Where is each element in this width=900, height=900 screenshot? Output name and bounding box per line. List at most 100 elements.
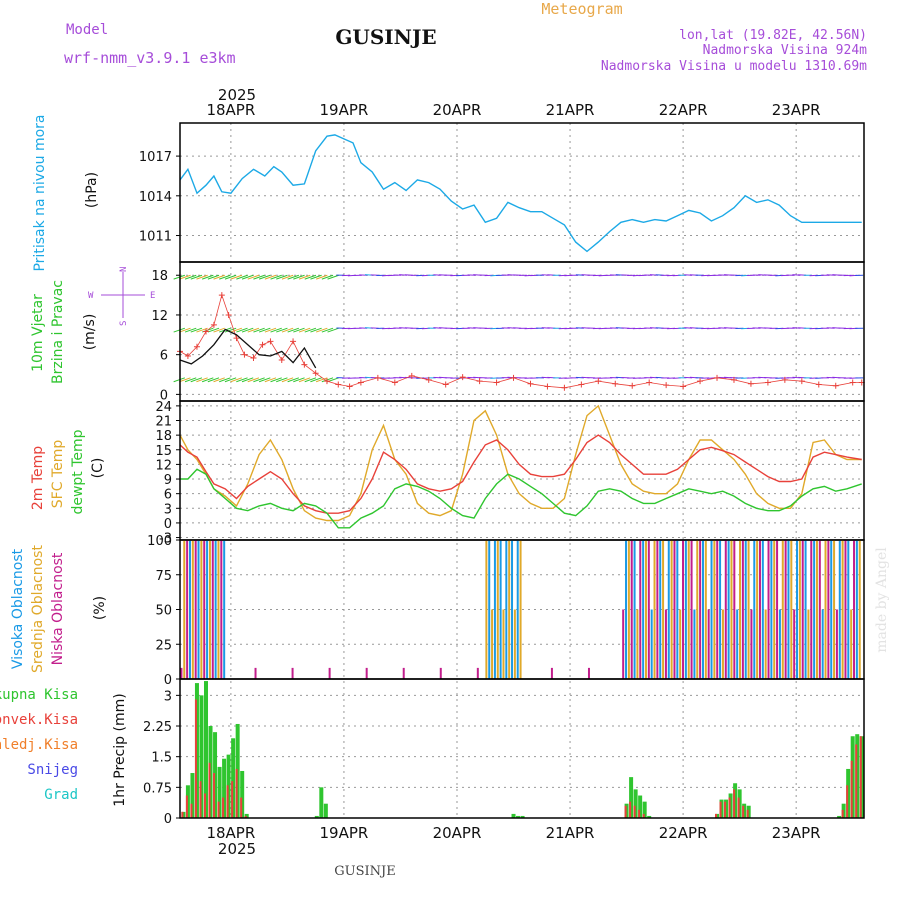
temp-tick-label: 6	[164, 488, 172, 503]
wind-barb	[253, 274, 265, 280]
mid-cloud-bar	[833, 540, 836, 679]
conv-precip-bar	[746, 809, 749, 818]
temp-tick-label: 0	[164, 517, 172, 532]
wind-barb	[276, 327, 288, 333]
high-cloud-bar	[642, 540, 645, 679]
wind-barb	[219, 274, 231, 280]
mid-cloud-bar	[696, 540, 699, 679]
conv-precip-bar	[859, 736, 862, 818]
wind-barb	[230, 377, 243, 383]
low-cloud-bar	[647, 540, 650, 679]
wind-barb	[315, 377, 328, 383]
mid-cloud-bar	[636, 609, 639, 679]
wind-barb	[315, 274, 328, 280]
temp-tick-label: 3	[164, 502, 172, 517]
high-cloud-bar	[778, 609, 781, 679]
sfc-title: SFC Temp	[50, 440, 66, 509]
conv-precip-bar	[194, 699, 197, 818]
mid-cloud-bar	[491, 609, 494, 679]
high-cloud-bar	[188, 540, 191, 679]
low-cloud-bar	[810, 540, 813, 679]
low-cloud-bar	[844, 540, 847, 679]
mid-cloud-bar	[502, 609, 505, 679]
high-cloud-bar	[701, 540, 704, 679]
mid-cloud-bar	[756, 540, 759, 679]
wind-barb	[184, 377, 197, 383]
temp-labels: 2m Temp SFC Temp dewpt Temp (C)	[30, 429, 106, 514]
mid-cloud-bar	[687, 540, 690, 679]
cloud-tick-label: 100	[147, 534, 172, 549]
low-cloud-bar	[741, 540, 744, 679]
low-cloud-bar	[186, 540, 189, 679]
compass-rose: W E N S	[88, 267, 155, 326]
lonlat-label: lon,lat (19.82E, 42.56N)	[679, 28, 867, 43]
high-cloud-bar	[736, 609, 739, 679]
compass-south: S	[119, 321, 129, 326]
high-cloud-bar	[804, 540, 807, 679]
day-label-bottom: 22APR	[659, 824, 708, 842]
temp-tick-label: 12	[155, 458, 172, 473]
conv-precip-bar	[855, 744, 858, 818]
wind-mean-series	[179, 328, 317, 369]
total-precip-bar	[647, 815, 652, 818]
conv-precip-bar	[235, 768, 238, 818]
mid-cloud-bar	[781, 540, 784, 679]
low-cloud-bar	[180, 667, 183, 679]
wind-tick-label: 12	[151, 309, 168, 324]
precip-labels: Ukupna Kisa Konvek.Kisa Zaledj.Kisa Snij…	[0, 687, 128, 807]
low-cloud-bar	[801, 540, 804, 679]
high-cloud-bar	[206, 540, 209, 679]
wind-barb	[258, 377, 271, 383]
wind-barb	[196, 377, 208, 383]
compass-east: E	[150, 291, 155, 301]
total-precip-bar	[199, 695, 204, 818]
cloud-labels: Visoka Oblacnost Srednja Oblacnost Niska…	[10, 545, 108, 673]
wind-barb	[287, 327, 300, 333]
high-cloud-bar	[855, 540, 858, 679]
wind-barb	[173, 377, 186, 383]
total-precip-bar	[633, 789, 638, 818]
low-cloud-bar	[682, 540, 685, 679]
mid-cloud-bar	[644, 540, 647, 679]
high-cloud-bar	[796, 540, 799, 679]
mid-cloud-bar	[191, 540, 194, 679]
wind-title: 10m Vjetar	[30, 294, 46, 372]
wind-barb	[304, 377, 317, 383]
high-cloud-bar	[710, 540, 713, 679]
mid-cloud-bar	[807, 609, 810, 679]
high-cloud-bar	[516, 540, 519, 679]
conv-precip-bar	[715, 813, 718, 818]
total-precip-bar	[204, 681, 209, 818]
low-cloud-title: Niska Oblacnost	[50, 552, 66, 665]
conv-precip-bar	[231, 781, 234, 818]
high-cloud-bar	[684, 540, 687, 679]
wind-barb	[327, 327, 339, 333]
precip-unit: 1hr Precip (mm)	[112, 693, 128, 806]
high-cloud-bar	[821, 609, 824, 679]
low-cloud-bar	[716, 540, 719, 679]
mid-cloud-bar	[730, 540, 733, 679]
wind-barb	[241, 377, 254, 383]
high-cloud-bar	[488, 540, 491, 679]
mid-cloud-bar	[183, 540, 186, 679]
high-cloud-bar	[787, 540, 790, 679]
conv-precip-bar	[217, 801, 220, 818]
wind-barb	[310, 274, 322, 280]
cloud-tick-label: 0	[164, 673, 172, 688]
wind-barb	[179, 377, 191, 383]
footer-credit: made by Angel	[874, 547, 890, 653]
wind-speed-series	[179, 293, 862, 389]
mid-cloud-bar	[485, 540, 488, 679]
wind-barb	[298, 327, 311, 333]
total-precip-bar	[231, 738, 236, 818]
conv-precip-bar	[841, 809, 844, 818]
mid-cloud-bar	[217, 540, 220, 679]
wind-barb	[264, 274, 277, 280]
wind-barb	[270, 377, 282, 383]
wind-barb	[207, 327, 220, 333]
low-cloud-bar	[664, 609, 667, 679]
day-label-bottom: 23APR	[772, 824, 821, 842]
wind-barb	[201, 377, 214, 383]
wind-barb	[270, 327, 282, 333]
wind-barb	[321, 327, 334, 333]
